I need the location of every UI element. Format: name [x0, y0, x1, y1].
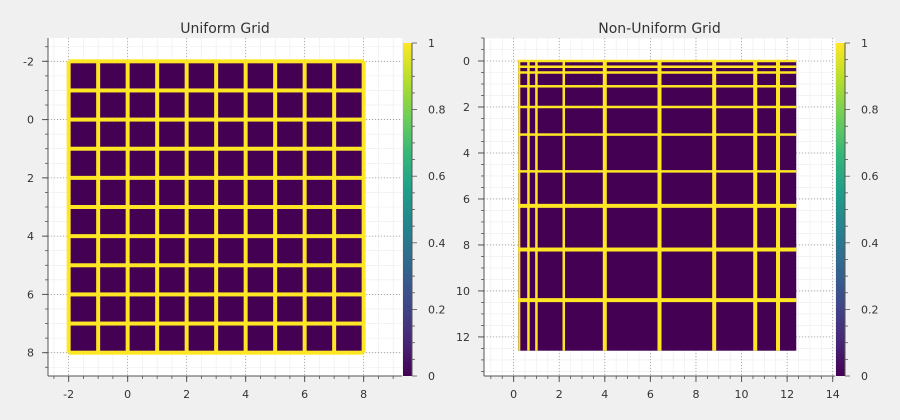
x-tick-label: 8 — [692, 388, 699, 401]
colorbar-gradient — [836, 43, 845, 376]
colorbar-tick-label: 1 — [428, 37, 435, 50]
heatmap-grid-row — [518, 65, 797, 68]
heatmap-grid-row — [518, 203, 797, 208]
heatmap-grid-row — [518, 170, 797, 173]
y-tick-label: 8 — [463, 239, 470, 252]
heatmap-grid-row — [68, 117, 364, 122]
chart-title: Uniform Grid — [180, 21, 269, 37]
heatmap-grid-row — [518, 133, 797, 136]
colorbar-tick-label: 0.2 — [861, 303, 879, 316]
y-tick-label: 0 — [27, 114, 34, 127]
heatmap-grid-row — [518, 298, 797, 303]
x-tick-label: -2 — [63, 388, 74, 401]
heatmap-grid-row — [518, 247, 797, 252]
colorbar-tick-label: 0.2 — [428, 303, 446, 316]
x-tick-label: 10 — [735, 388, 749, 401]
colorbar-tick-label: 0.6 — [428, 170, 446, 183]
x-tick-label: 6 — [301, 388, 308, 401]
y-tick-label: 4 — [463, 147, 470, 160]
panel-2: 0 2 4 6 8 10 12 14 0 2 4 6 8 10 12 Non-Uniform Grid 0 0.2… — [456, 21, 879, 401]
heatmap-grid-row — [68, 292, 364, 297]
heatmap-grid-row — [518, 85, 797, 88]
heatmap-grid-row — [68, 59, 364, 64]
heatmap-grid-row — [68, 263, 364, 268]
x-tick-label: 2 — [183, 388, 190, 401]
y-tick-label: 6 — [27, 288, 34, 301]
heatmap-grid-row — [68, 146, 364, 151]
heatmap-grid-row — [68, 205, 364, 209]
colorbar: 0 0.2 0.4 0.6 0.8 1 — [403, 37, 446, 383]
heatmap-grid-row — [68, 88, 364, 93]
x-tick-label: 6 — [647, 388, 654, 401]
y-tick-label: 2 — [463, 101, 470, 114]
heatmap-grid-row — [68, 321, 364, 326]
heatmap-grid-row — [68, 234, 364, 239]
colorbar-tick-label: 0.8 — [861, 104, 879, 117]
x-tick-label: 4 — [242, 388, 249, 401]
x-tick-label: 0 — [510, 388, 517, 401]
x-tick-label: 14 — [826, 388, 840, 401]
y-tick-label: 0 — [463, 55, 470, 68]
heatmap-grid-row — [68, 175, 364, 180]
y-tick-label: 2 — [27, 172, 34, 185]
heatmap-grid-row — [518, 59, 797, 63]
colorbar-gradient — [403, 43, 412, 376]
colorbar-tick-label: 0.6 — [861, 170, 879, 183]
colorbar-tick-label: 1 — [861, 37, 868, 50]
y-tick-label: 12 — [456, 331, 470, 344]
y-tick-label: 8 — [27, 347, 34, 360]
x-tick-label: 0 — [124, 388, 131, 401]
x-tick-label: 4 — [601, 388, 608, 401]
colorbar-tick-label: 0.8 — [428, 104, 446, 117]
y-tick-label: -2 — [23, 55, 34, 68]
heatmap-grid-row — [518, 71, 797, 74]
y-tick-label: 10 — [456, 285, 470, 298]
colorbar-tick-label: 0 — [428, 370, 435, 383]
colorbar: 0 0.2 0.4 0.6 0.8 1 — [836, 37, 879, 383]
x-tick-label: 8 — [360, 388, 367, 401]
panel-1: -2 0 2 4 6 8 -2 0 2 4 6 8 Uniform Grid 0 0.2 0.4 0.6 0.8 1 — [23, 21, 445, 401]
colorbar-tick-label: 0.4 — [428, 237, 446, 250]
y-tick-label: 4 — [27, 230, 34, 243]
heatmap-grid-row — [68, 350, 364, 355]
colorbar-tick-label: 0 — [861, 370, 868, 383]
colorbar-tick-label: 0.4 — [861, 237, 879, 250]
heatmap-grid-row — [518, 105, 797, 109]
chart-title: Non-Uniform Grid — [598, 21, 720, 37]
y-tick-label: 6 — [463, 193, 470, 206]
x-tick-label: 2 — [556, 388, 563, 401]
x-tick-label: 12 — [780, 388, 794, 401]
